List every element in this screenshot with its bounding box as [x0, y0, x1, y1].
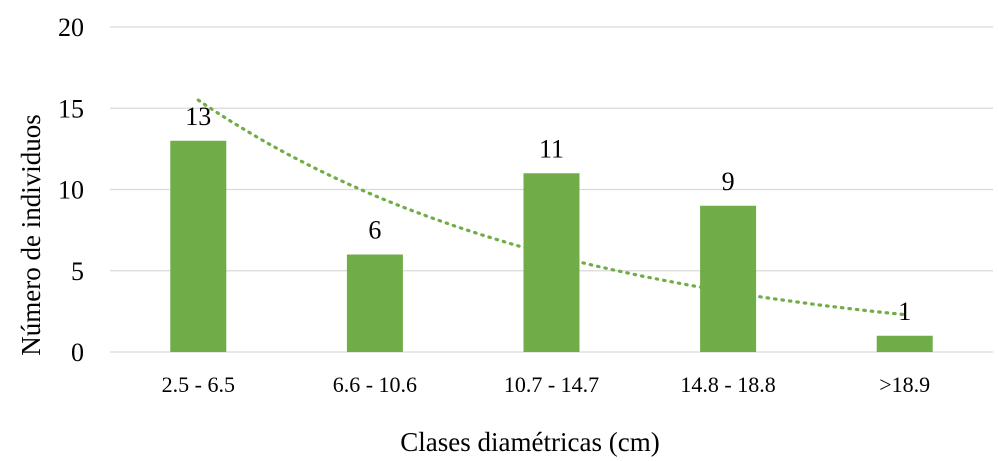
- bar: [700, 205, 757, 352]
- trendline: [196, 98, 907, 317]
- y-tick-label: 15: [58, 94, 84, 123]
- data-labels: 13 6 11 9 1: [185, 102, 911, 326]
- y-tick-label: 10: [58, 176, 84, 205]
- y-tick-label: 5: [71, 257, 84, 286]
- x-tick-label: 2.5 - 6.5: [162, 372, 235, 397]
- x-tick-labels: 2.5 - 6.5 6.6 - 10.6 10.7 - 14.7 14.8 - 18.…: [162, 372, 931, 397]
- bar: [876, 335, 933, 352]
- y-tick-labels: 0 5 10 15 20: [58, 13, 84, 367]
- bar: [170, 140, 227, 352]
- x-tick-label: 14.8 - 18.8: [680, 372, 775, 397]
- y-tick-label: 20: [58, 13, 84, 42]
- x-tick-label: 6.6 - 10.6: [333, 372, 417, 397]
- x-tick-label: 10.7 - 14.7: [504, 372, 599, 397]
- y-axis-title: Número de individuos: [16, 114, 46, 355]
- data-label: 1: [898, 297, 911, 326]
- exponential-trendline: [196, 98, 907, 317]
- bar: [523, 173, 580, 352]
- bars: [170, 140, 933, 352]
- y-tick-label: 0: [71, 338, 84, 367]
- data-label: 9: [722, 167, 735, 196]
- x-tick-label: >18.9: [879, 372, 930, 397]
- bar: [346, 254, 403, 352]
- data-label: 13: [185, 102, 211, 131]
- data-label: 11: [539, 134, 564, 163]
- x-axis-title: Clases diamétricas (cm): [400, 427, 659, 457]
- data-label: 6: [368, 216, 381, 245]
